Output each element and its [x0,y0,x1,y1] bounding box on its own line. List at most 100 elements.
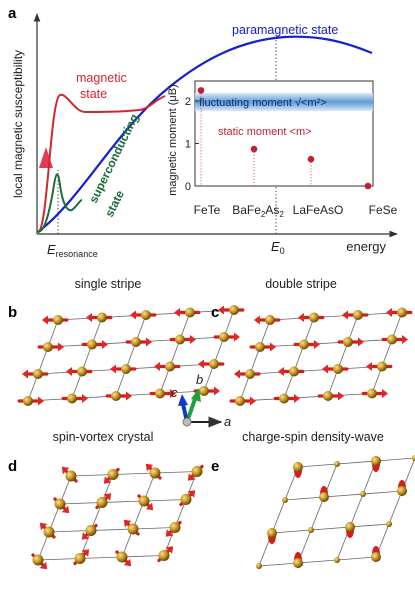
spin-arrow-head [154,362,160,371]
axis-b-label: b [196,372,203,387]
spin-arrow-head [270,342,276,352]
spin-arrow-head [39,561,48,570]
fe-atom [165,361,175,372]
spin-arrow-head [198,359,204,369]
fe-atom-small [360,491,366,497]
fe-atom [155,388,165,399]
fe-atom [116,551,128,563]
spin-arrow-head [66,367,72,376]
spin-arrow-head [254,315,260,325]
fe-atom [191,466,203,477]
fe-atom [319,492,329,502]
static-moment-point [197,87,205,94]
spin-texture-panels: b single stripe c double stripe d spin-vortex… [8,277,415,570]
spin-arrow-head [61,505,70,514]
fe-atom [293,558,303,568]
material-label: FeTe [194,203,221,217]
inset-chart: fluctuating moment √<m²> static moment <… [167,80,398,219]
fe-atom [209,359,219,369]
fe-atom-small [412,455,415,461]
fe-atom [175,334,185,345]
spin-arrow-head [42,315,48,325]
fe-atom [397,486,407,496]
spin-arrow-head [39,522,48,531]
spin-arrow-head [294,394,300,403]
fe-atom [309,312,319,323]
spin-arrow-head [58,342,64,352]
fe-atom [245,369,255,379]
panel-b: b single stripe [8,277,245,406]
spin-arrow-head [190,335,196,344]
e-resonance-label: Eresonance [47,242,98,259]
material-label: BaFe2As2 [232,203,284,219]
inset-data-points [197,87,372,190]
axis-b-arrow [185,395,198,423]
fe-atom [96,497,108,508]
spin-arrow-head [86,313,92,322]
static-moment-point [250,145,258,153]
inset-y-axis-label: magnetic moment (μB) [167,84,179,195]
static-moment-point [364,182,372,190]
spin-arrow-head [130,310,136,320]
spin-arrow-head [174,308,180,317]
fe-atom [185,307,195,318]
paramagnetic-label: paramagnetic state [232,23,338,37]
spin-arrow-head [382,389,388,398]
fe-atom-small [386,521,392,527]
panel-title-c: double stripe [265,277,337,291]
spin-arrow-head [402,335,408,344]
static-moment-point [307,155,315,163]
panel-title-d: spin-vortex crystal [53,430,154,444]
spin-arrow-head [342,310,348,320]
inset-y-ticks: 0 1 2 [185,96,199,193]
y-axis-label: local magnetic susceptibility [11,50,25,198]
fe-atom [293,462,303,472]
panel-e: e charge-spin density-wave [211,430,415,569]
lattice-atoms [229,307,413,406]
lattice-grid [258,457,415,567]
spin-arrow-head [322,364,328,374]
panel-d: d spin-vortex crystal [8,430,204,570]
panel-title-e: charge-spin density-wave [242,430,384,444]
inset-x-labels: FeTe BaFe2As2 LaFeAsO FeSe [194,203,398,219]
spin-arrow-head [218,305,224,315]
fluctuating-moment-band [195,93,373,111]
fe-atom [199,386,209,396]
spin-arrow-head [102,340,108,349]
x-axis-label: energy [346,239,386,254]
material-label: LaFeAsO [293,203,344,217]
magnetic-curve [37,93,166,233]
panel-a: a local magnetic susceptibility energy E… [8,5,398,259]
lattice-atoms [256,455,415,569]
spin-arrow-head [126,391,132,401]
spin-arrow-head [298,313,304,322]
panel-letter-a: a [8,5,17,22]
lattice-grid [239,312,403,402]
fe-atom [377,361,387,372]
fe-atom [43,342,53,352]
spin-arrow-head [170,389,176,398]
fe-atom [353,310,363,320]
superconducting-label-line2: state [102,188,127,220]
fe-atom [53,315,63,325]
fe-atom [74,553,86,564]
spin-arrow-head [81,549,90,557]
fe-atom [54,498,66,510]
fe-atom [65,470,77,482]
fe-atom-small [308,527,314,533]
crystal-axes-glyph: a b c [171,372,231,429]
lattice-grid [37,471,198,561]
fe-atom-small [256,563,262,569]
spin-arrow-head [81,532,90,540]
spin-arrow-head [314,340,320,349]
lattice-atoms [31,463,204,570]
fe-atom-small [282,497,288,503]
fe-atom [371,456,381,466]
spin-arrow-head [145,502,154,511]
spin-arrow-head [103,476,112,484]
spin-arrow-head [358,337,364,347]
superconducting-curve [37,173,83,233]
panel-letter-b: b [8,304,17,321]
fe-atom [138,495,150,507]
